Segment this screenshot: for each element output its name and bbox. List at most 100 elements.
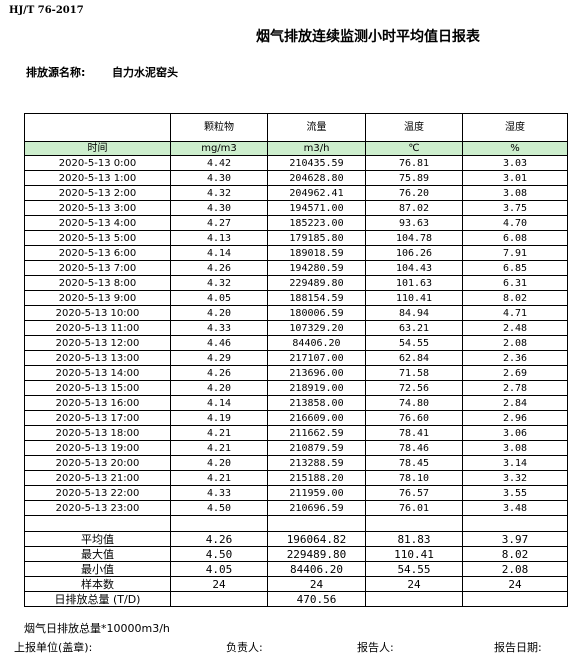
time-cell: 2020-5-13 21:00 <box>24 470 171 486</box>
spacer-row <box>24 515 568 532</box>
humidity-cell: 2.36 <box>462 350 568 366</box>
time-cell: 2020-5-13 15:00 <box>24 380 171 396</box>
particulate-cell: 4.14 <box>170 245 268 261</box>
temperature-cell: 24 <box>365 576 463 592</box>
flow-cell: 210696.59 <box>267 500 366 516</box>
table-row: 2020-5-13 6:00 4.14 189018.59 106.26 7.91 <box>24 245 568 261</box>
flow-cell: 213696.00 <box>267 365 366 381</box>
humidity-cell: 7.91 <box>462 245 568 261</box>
unit-particulate: mg/m3 <box>170 141 268 156</box>
humidity-cell: 2.48 <box>462 320 568 336</box>
flow-cell: 179185.80 <box>267 230 366 246</box>
flow-cell: 216609.00 <box>267 410 366 426</box>
temperature-cell: 76.57 <box>365 485 463 501</box>
time-cell: 2020-5-13 5:00 <box>24 230 171 246</box>
flow-cell: 218919.00 <box>267 380 366 396</box>
table-row: 2020-5-13 0:00 4.42 210435.59 76.81 3.03 <box>24 155 568 171</box>
temperature-cell: 78.45 <box>365 455 463 471</box>
particulate-cell: 4.30 <box>170 200 268 216</box>
particulate-cell: 4.21 <box>170 440 268 456</box>
time-cell: 2020-5-13 14:00 <box>24 365 171 381</box>
temperature-cell: 76.20 <box>365 185 463 201</box>
unit-temperature: ℃ <box>365 141 463 156</box>
stats-row: 平均值 4.26 196064.82 81.83 3.97 <box>24 531 568 547</box>
time-cell: 2020-5-13 16:00 <box>24 395 171 411</box>
table-row: 2020-5-13 5:00 4.13 179185.80 104.78 6.08 <box>24 230 568 246</box>
flow-cell: 189018.59 <box>267 245 366 261</box>
empty-cell <box>462 515 568 532</box>
temperature-cell: 75.89 <box>365 170 463 186</box>
stats-row: 最大值 4.50 229489.80 110.41 8.02 <box>24 546 568 562</box>
table-row: 2020-5-13 8:00 4.32 229489.80 101.63 6.31 <box>24 275 568 291</box>
table-row: 2020-5-13 7:00 4.26 194280.59 104.43 6.85 <box>24 260 568 276</box>
footer-note: 烟气日排放总量*10000m3/h <box>24 622 170 635</box>
col-header-temperature: 温度 <box>365 113 463 142</box>
time-cell: 2020-5-13 3:00 <box>24 200 171 216</box>
flow-cell: 107329.20 <box>267 320 366 336</box>
particulate-cell: 4.20 <box>170 455 268 471</box>
unit-humidity: % <box>462 141 568 156</box>
particulate-cell: 4.05 <box>170 290 268 306</box>
table-row: 2020-5-13 4:00 4.27 185223.00 93.63 4.70 <box>24 215 568 231</box>
temperature-cell: 110.41 <box>365 546 463 562</box>
temperature-cell: 101.63 <box>365 275 463 291</box>
temperature-cell: 93.63 <box>365 215 463 231</box>
time-cell: 2020-5-13 4:00 <box>24 215 171 231</box>
particulate-cell: 4.32 <box>170 275 268 291</box>
humidity-cell: 2.96 <box>462 410 568 426</box>
temperature-cell: 76.60 <box>365 410 463 426</box>
temperature-cell: 104.78 <box>365 230 463 246</box>
humidity-cell: 2.78 <box>462 380 568 396</box>
time-cell: 2020-5-13 7:00 <box>24 260 171 276</box>
flow-cell: 229489.80 <box>267 546 366 562</box>
humidity-cell: 3.06 <box>462 425 568 441</box>
source-name-value: 自力水泥窑头 <box>112 66 178 79</box>
time-cell: 2020-5-13 20:00 <box>24 455 171 471</box>
particulate-cell: 4.27 <box>170 215 268 231</box>
particulate-cell: 4.26 <box>170 260 268 276</box>
empty-cell <box>365 515 463 532</box>
particulate-cell: 4.19 <box>170 410 268 426</box>
time-cell: 2020-5-13 19:00 <box>24 440 171 456</box>
table-row: 2020-5-13 21:00 4.21 215188.20 78.10 3.32 <box>24 470 568 486</box>
flow-cell: 84406.20 <box>267 335 366 351</box>
humidity-cell: 6.08 <box>462 230 568 246</box>
temperature-cell: 62.84 <box>365 350 463 366</box>
stat-label: 平均值 <box>24 531 171 547</box>
flow-cell: 210435.59 <box>267 155 366 171</box>
flow-cell: 24 <box>267 576 366 592</box>
particulate-cell: 4.50 <box>170 546 268 562</box>
empty-cell <box>170 591 268 607</box>
flow-cell: 204628.80 <box>267 170 366 186</box>
time-cell: 2020-5-13 13:00 <box>24 350 171 366</box>
temperature-cell: 54.55 <box>365 561 463 577</box>
table-row: 2020-5-13 22:00 4.33 211959.00 76.57 3.55 <box>24 485 568 501</box>
temperature-cell: 78.46 <box>365 440 463 456</box>
humidity-cell: 3.75 <box>462 200 568 216</box>
table-row: 2020-5-13 23:00 4.50 210696.59 76.01 3.48 <box>24 500 568 516</box>
standard-code: HJ/T 76-2017 <box>9 5 84 16</box>
temperature-cell: 110.41 <box>365 290 463 306</box>
flow-cell: 180006.59 <box>267 305 366 321</box>
flow-cell: 210879.59 <box>267 440 366 456</box>
particulate-cell: 4.20 <box>170 305 268 321</box>
particulate-cell: 4.26 <box>170 531 268 547</box>
table-row: 2020-5-13 20:00 4.20 213288.59 78.45 3.14 <box>24 455 568 471</box>
empty-cell <box>170 515 268 532</box>
temperature-cell: 76.01 <box>365 500 463 516</box>
humidity-cell: 2.84 <box>462 395 568 411</box>
stat-label: 最小值 <box>24 561 171 577</box>
reporting-unit-label: 上报单位(盖章): <box>14 641 93 654</box>
unit-flow: m3/h <box>267 141 366 156</box>
time-cell: 2020-5-13 10:00 <box>24 305 171 321</box>
humidity-cell: 8.02 <box>462 290 568 306</box>
temperature-cell: 87.02 <box>365 200 463 216</box>
flow-cell: 211959.00 <box>267 485 366 501</box>
flow-cell: 215188.20 <box>267 470 366 486</box>
time-cell: 2020-5-13 23:00 <box>24 500 171 516</box>
flow-cell: 194280.59 <box>267 260 366 276</box>
table-row: 2020-5-13 17:00 4.19 216609.00 76.60 2.96 <box>24 410 568 426</box>
particulate-cell: 24 <box>170 576 268 592</box>
humidity-cell: 8.02 <box>462 546 568 562</box>
temperature-cell: 84.94 <box>365 305 463 321</box>
